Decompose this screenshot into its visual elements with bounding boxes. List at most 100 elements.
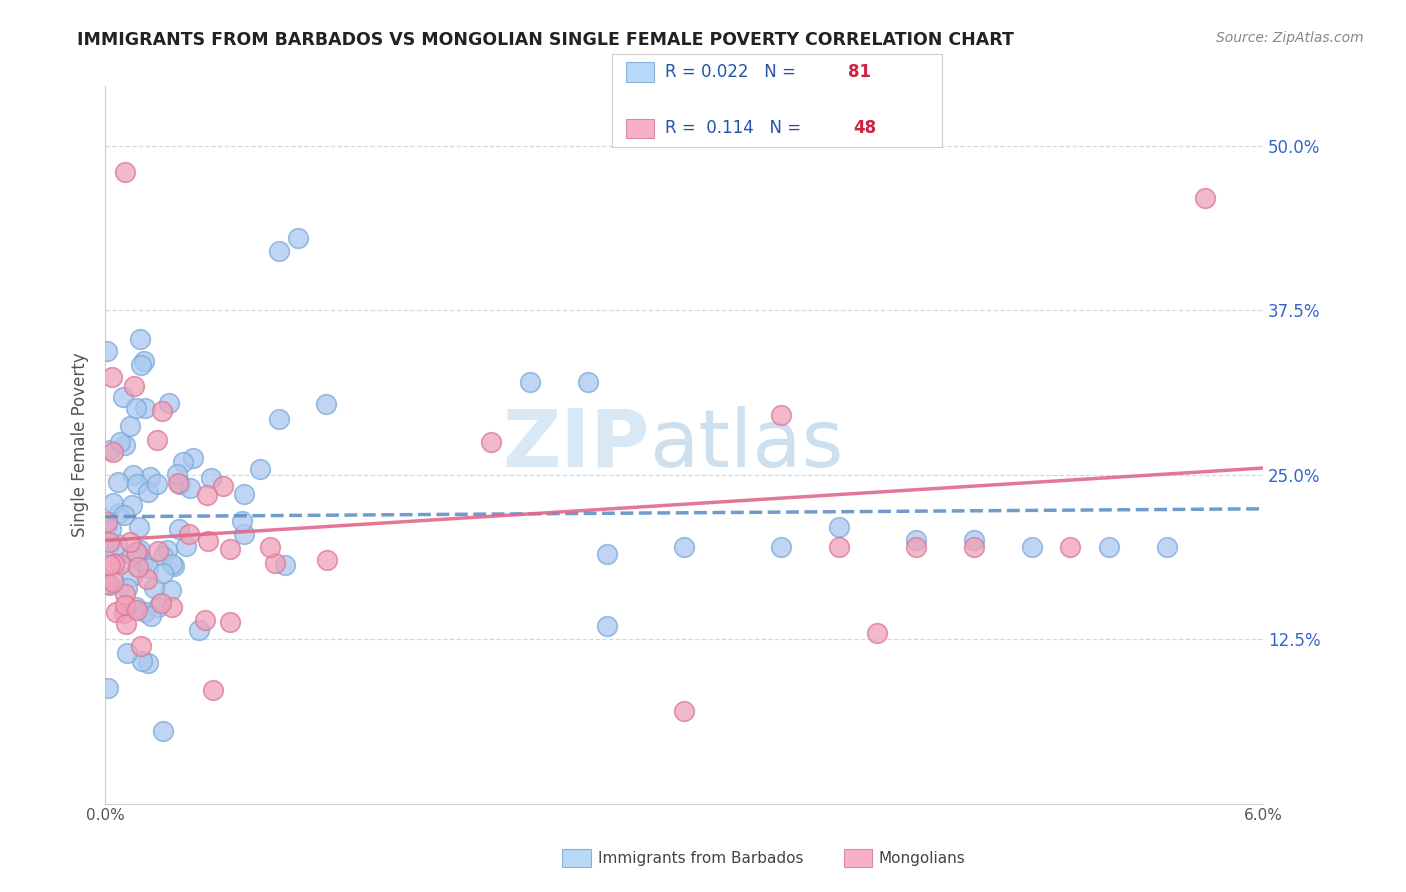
Text: IMMIGRANTS FROM BARBADOS VS MONGOLIAN SINGLE FEMALE POVERTY CORRELATION CHART: IMMIGRANTS FROM BARBADOS VS MONGOLIAN SI… [77,31,1014,49]
Point [125,401,148,415]
Point [146,544,169,558]
Point [129,332,152,346]
Point [97,681,120,696]
Point [112,606,135,620]
Point [267,244,290,258]
Text: Source: ZipAtlas.com: Source: ZipAtlas.com [1216,31,1364,45]
Point [188,623,211,637]
Point [148,599,170,614]
Point [904,540,927,554]
Point [104,606,127,620]
Point [274,558,297,573]
Point [200,471,222,485]
Point [179,527,201,541]
Point [103,557,125,571]
Point [769,540,792,554]
Text: atlas: atlas [650,406,844,484]
Point [1098,540,1121,554]
Point [103,496,125,510]
Point [479,434,502,449]
Point [118,534,141,549]
Point [114,587,136,601]
Point [112,508,135,522]
Point [120,419,142,434]
Point [174,539,197,553]
Point [149,596,172,610]
Point [219,615,242,629]
Point [146,434,169,448]
Point [163,559,186,574]
Point [202,682,225,697]
Point [231,515,253,529]
Point [1021,540,1043,554]
Point [114,165,136,179]
Point [134,401,156,415]
Point [219,542,242,557]
Point [96,344,118,359]
Point [98,443,121,458]
Point [259,540,281,554]
Point [146,477,169,491]
Point [157,396,180,410]
Point [125,545,148,559]
Point [166,467,188,482]
Point [152,724,174,739]
Point [112,390,135,404]
Point [1059,540,1081,554]
Point [131,639,153,653]
Point [233,487,256,501]
Point [162,600,184,615]
Point [131,654,153,668]
Y-axis label: Single Female Poverty: Single Female Poverty [72,352,89,537]
Point [141,609,163,624]
Point [1194,191,1216,205]
Point [103,574,125,589]
Point [114,599,136,613]
Point [139,470,162,484]
Point [136,561,159,575]
Point [101,445,124,459]
Point [134,354,156,368]
Point [673,705,696,719]
Point [172,454,194,468]
Point [519,376,541,390]
Point [233,526,256,541]
Point [963,540,986,554]
Point [596,619,619,633]
Point [129,543,152,558]
Point [264,556,287,570]
Point [125,477,148,491]
Point [1156,540,1178,554]
Point [115,616,138,631]
Text: 48: 48 [853,120,876,137]
Point [125,600,148,615]
Point [127,544,149,558]
Point [115,646,138,660]
Point [904,533,927,548]
Point [98,577,121,591]
Point [267,411,290,425]
Point [110,435,132,450]
Point [194,613,217,627]
Point [287,230,309,244]
Point [866,625,889,640]
Point [167,475,190,490]
Point [167,522,190,536]
Point [136,572,159,586]
Point [179,481,201,495]
Text: Immigrants from Barbados: Immigrants from Barbados [598,851,803,865]
Point [121,569,143,583]
Point [152,549,174,563]
Point [108,558,131,572]
Point [156,543,179,558]
Point [169,476,191,491]
Point [134,606,156,620]
Point [963,533,986,548]
Point [96,515,118,529]
Point [160,557,183,571]
Point [827,540,849,554]
Point [212,479,235,493]
Point [98,535,121,549]
Point [108,506,131,520]
Point [98,538,121,552]
